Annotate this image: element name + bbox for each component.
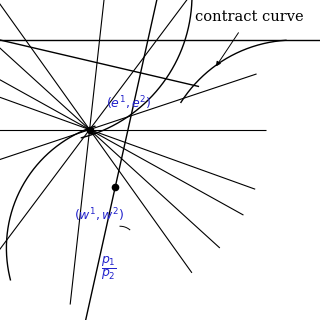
Text: contract curve: contract curve xyxy=(195,10,304,24)
Text: $\dfrac{p_1}{p_2}$: $\dfrac{p_1}{p_2}$ xyxy=(101,254,117,282)
Text: $(w^1, w^2)$: $(w^1, w^2)$ xyxy=(74,206,124,224)
Text: $(e^1, e^2)$: $(e^1, e^2)$ xyxy=(106,94,151,112)
